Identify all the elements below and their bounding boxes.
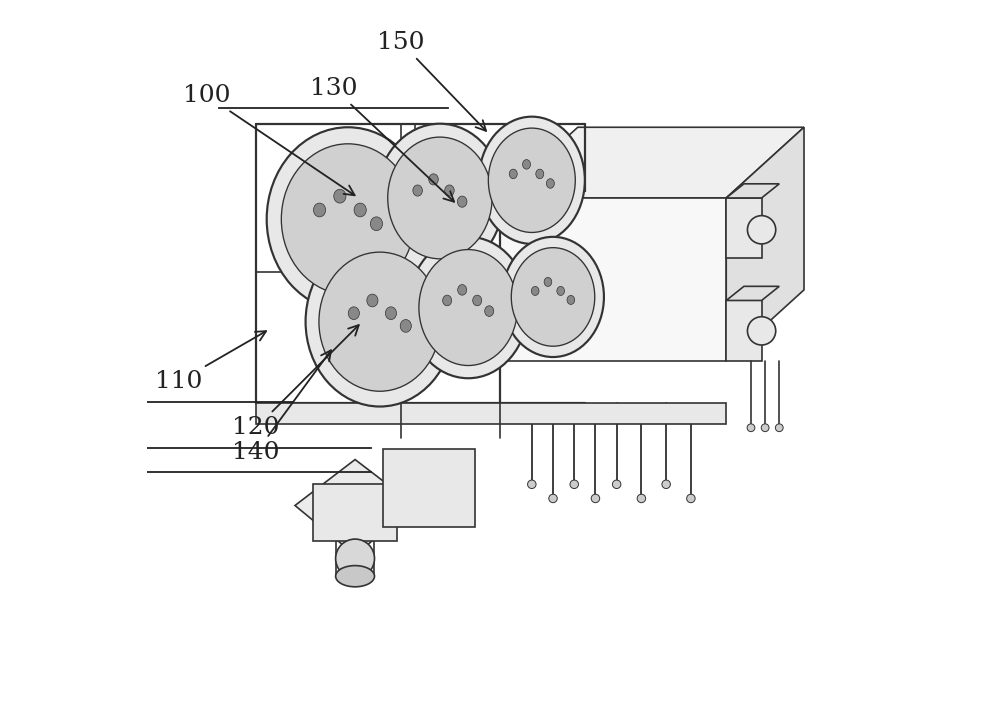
- Ellipse shape: [267, 127, 429, 311]
- Text: 100: 100: [183, 84, 355, 195]
- Ellipse shape: [354, 203, 366, 217]
- Polygon shape: [726, 300, 762, 361]
- Polygon shape: [500, 127, 804, 198]
- Ellipse shape: [612, 480, 621, 489]
- Ellipse shape: [567, 296, 575, 305]
- Ellipse shape: [385, 307, 397, 320]
- Ellipse shape: [367, 294, 378, 307]
- Ellipse shape: [388, 137, 492, 259]
- FancyBboxPatch shape: [313, 484, 397, 541]
- Ellipse shape: [457, 196, 467, 207]
- Ellipse shape: [479, 117, 585, 244]
- Ellipse shape: [509, 169, 517, 179]
- Ellipse shape: [687, 494, 695, 503]
- Ellipse shape: [557, 286, 564, 296]
- Ellipse shape: [313, 203, 326, 217]
- Ellipse shape: [544, 277, 552, 286]
- Ellipse shape: [747, 216, 776, 244]
- Polygon shape: [726, 198, 762, 258]
- Ellipse shape: [336, 566, 375, 587]
- Ellipse shape: [419, 250, 517, 366]
- Ellipse shape: [400, 320, 411, 332]
- Polygon shape: [295, 460, 415, 555]
- Ellipse shape: [485, 305, 494, 317]
- Ellipse shape: [523, 160, 530, 169]
- Text: 120: 120: [232, 325, 359, 439]
- Ellipse shape: [761, 423, 769, 431]
- Ellipse shape: [528, 480, 536, 489]
- Ellipse shape: [591, 494, 600, 503]
- Ellipse shape: [429, 174, 438, 185]
- Text: 150: 150: [377, 31, 486, 131]
- Ellipse shape: [549, 494, 557, 503]
- Ellipse shape: [370, 217, 383, 230]
- Ellipse shape: [747, 317, 776, 345]
- FancyBboxPatch shape: [383, 449, 475, 527]
- Ellipse shape: [306, 237, 454, 407]
- Polygon shape: [726, 286, 779, 300]
- Ellipse shape: [445, 185, 454, 196]
- Ellipse shape: [408, 237, 528, 378]
- Ellipse shape: [747, 423, 755, 431]
- Ellipse shape: [348, 307, 359, 320]
- Ellipse shape: [488, 128, 575, 233]
- Text: 110: 110: [155, 331, 266, 393]
- Ellipse shape: [502, 237, 604, 357]
- Ellipse shape: [443, 296, 452, 305]
- Polygon shape: [256, 403, 726, 424]
- Ellipse shape: [570, 480, 578, 489]
- Ellipse shape: [511, 247, 595, 346]
- Ellipse shape: [531, 286, 539, 296]
- Ellipse shape: [281, 144, 415, 295]
- Ellipse shape: [319, 252, 441, 391]
- Text: 130: 130: [310, 77, 454, 201]
- Polygon shape: [726, 127, 804, 361]
- Polygon shape: [500, 198, 726, 361]
- Ellipse shape: [546, 179, 554, 188]
- Ellipse shape: [536, 169, 544, 179]
- Ellipse shape: [775, 423, 783, 431]
- Ellipse shape: [662, 480, 670, 489]
- Text: 140: 140: [232, 350, 331, 464]
- Polygon shape: [726, 184, 779, 198]
- Ellipse shape: [334, 189, 346, 203]
- Ellipse shape: [376, 124, 504, 272]
- Ellipse shape: [413, 185, 422, 196]
- Ellipse shape: [458, 284, 467, 296]
- Ellipse shape: [637, 494, 646, 503]
- Ellipse shape: [336, 539, 375, 578]
- Ellipse shape: [473, 296, 482, 305]
